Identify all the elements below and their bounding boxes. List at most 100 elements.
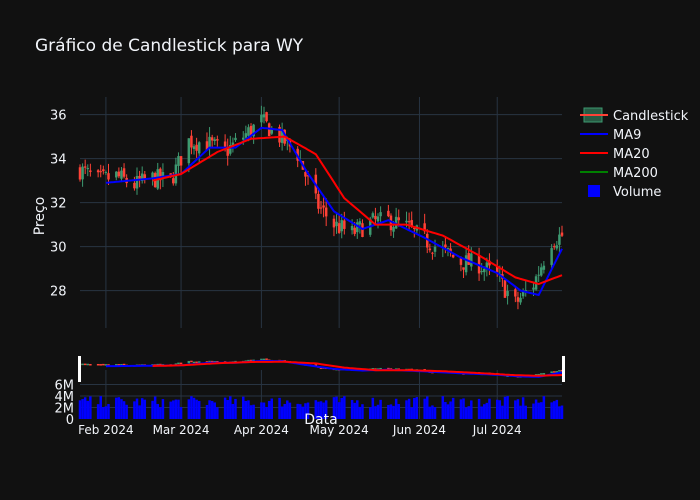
candle-body[interactable] xyxy=(394,216,398,229)
candle-body[interactable] xyxy=(135,176,139,189)
candle-body[interactable] xyxy=(459,258,463,265)
candle[interactable] xyxy=(317,189,320,214)
volume-bar[interactable] xyxy=(534,399,538,419)
volume-bar[interactable] xyxy=(197,400,201,419)
volume-bar[interactable] xyxy=(216,407,219,419)
candle[interactable] xyxy=(133,176,136,191)
candle[interactable] xyxy=(177,152,180,175)
candle[interactable] xyxy=(462,267,465,279)
slider-left-handle[interactable] xyxy=(78,356,81,382)
ma20-line[interactable] xyxy=(152,135,563,286)
candle[interactable] xyxy=(107,163,110,186)
candle-body[interactable] xyxy=(480,271,483,273)
candle-body[interactable] xyxy=(270,127,274,134)
candle[interactable] xyxy=(376,213,380,229)
volume-bar[interactable] xyxy=(249,405,253,419)
candle[interactable] xyxy=(379,206,382,224)
candle-body[interactable] xyxy=(223,141,227,148)
candle[interactable] xyxy=(78,164,82,182)
candle-body[interactable] xyxy=(516,297,520,302)
volume-bar[interactable] xyxy=(304,403,307,419)
candle[interactable] xyxy=(425,229,429,254)
candle[interactable] xyxy=(122,163,126,179)
candle-body[interactable] xyxy=(462,267,465,270)
candle-body[interactable] xyxy=(86,168,90,170)
candle-body[interactable] xyxy=(169,173,172,176)
candle-body[interactable] xyxy=(117,171,121,177)
candle[interactable] xyxy=(324,198,328,227)
candle[interactable] xyxy=(104,170,108,176)
volume-bar[interactable] xyxy=(314,400,318,419)
candle-body[interactable] xyxy=(356,222,359,233)
candle-body[interactable] xyxy=(179,156,183,166)
candle[interactable] xyxy=(115,171,118,181)
candle[interactable] xyxy=(205,132,209,151)
candle-body[interactable] xyxy=(428,248,432,251)
candle[interactable] xyxy=(451,254,455,259)
candle[interactable] xyxy=(371,211,375,219)
volume-bar[interactable] xyxy=(532,403,535,419)
candle-body[interactable] xyxy=(433,246,437,252)
candle[interactable] xyxy=(550,244,553,270)
candle-body[interactable] xyxy=(104,172,108,174)
volume-bar[interactable] xyxy=(407,398,411,419)
candle[interactable] xyxy=(117,167,121,179)
candle[interactable] xyxy=(431,251,434,260)
candle[interactable] xyxy=(210,134,214,148)
candle-body[interactable] xyxy=(161,172,165,179)
volume-bar[interactable] xyxy=(413,398,416,419)
candle-body[interactable] xyxy=(216,139,219,141)
volume-bar[interactable] xyxy=(86,400,90,419)
volume-bar[interactable] xyxy=(306,402,310,419)
candle[interactable] xyxy=(195,137,198,158)
candle-body[interactable] xyxy=(96,170,100,173)
candle[interactable] xyxy=(174,157,178,186)
volume-bar[interactable] xyxy=(260,402,263,419)
volume-bar[interactable] xyxy=(558,406,561,419)
volume-bar[interactable] xyxy=(459,399,463,419)
volume-bar[interactable] xyxy=(317,401,320,419)
candle-body[interactable] xyxy=(249,126,253,136)
volume-bar[interactable] xyxy=(332,397,336,419)
volume-bar[interactable] xyxy=(550,402,553,419)
candle-body[interactable] xyxy=(159,168,162,181)
volume-bar[interactable] xyxy=(368,407,372,419)
volume-bar[interactable] xyxy=(542,396,546,419)
candle-body[interactable] xyxy=(444,244,447,248)
volume-bar[interactable] xyxy=(361,404,364,419)
volume-bar[interactable] xyxy=(350,400,354,419)
legend[interactable]: Candlestick MA9 MA20 MA200 Volume xyxy=(580,107,689,200)
candle-body[interactable] xyxy=(122,168,126,177)
candle-body[interactable] xyxy=(319,207,323,209)
volume-bar[interactable] xyxy=(120,399,123,419)
candle-body[interactable] xyxy=(197,142,201,154)
candle[interactable] xyxy=(135,167,139,195)
slider-ma20-line[interactable] xyxy=(152,360,563,377)
volume-bar[interactable] xyxy=(470,400,473,419)
moving-averages[interactable] xyxy=(105,126,563,297)
candle-body[interactable] xyxy=(78,167,82,180)
volume-bar[interactable] xyxy=(446,404,450,419)
candle-body[interactable] xyxy=(495,266,499,274)
volume-bar[interactable] xyxy=(371,397,375,419)
volume-bar[interactable] xyxy=(195,399,198,419)
volume-bar[interactable] xyxy=(356,400,359,419)
volume-bar[interactable] xyxy=(397,403,400,419)
slider-right-handle[interactable] xyxy=(562,356,565,382)
volume-bar[interactable] xyxy=(516,399,520,419)
candle-body[interactable] xyxy=(337,223,341,233)
candle[interactable] xyxy=(387,204,390,218)
candle[interactable] xyxy=(197,141,201,163)
candle-body[interactable] xyxy=(379,212,382,217)
volume-bar[interactable] xyxy=(107,403,110,419)
volume-bar[interactable] xyxy=(89,396,92,419)
volume-bar[interactable] xyxy=(242,396,245,419)
candle-body[interactable] xyxy=(143,174,147,180)
volume-bar[interactable] xyxy=(286,400,289,419)
candle-body[interactable] xyxy=(210,137,214,141)
candle[interactable] xyxy=(537,266,540,282)
candle-body[interactable] xyxy=(324,207,328,217)
candle[interactable] xyxy=(234,133,237,142)
volume-bar[interactable] xyxy=(506,396,509,419)
candle-body[interactable] xyxy=(340,220,343,232)
